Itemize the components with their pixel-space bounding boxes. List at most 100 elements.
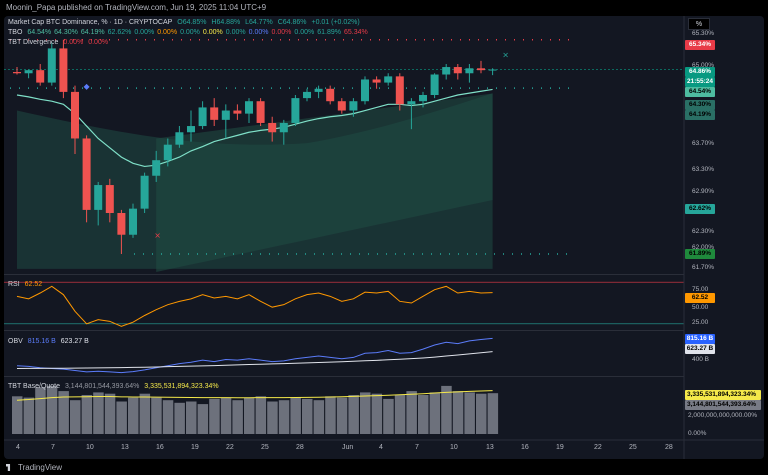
divergence-legend: TBT Divergence 0.00% 0.00% xyxy=(8,38,111,47)
tbo-value-11: 0.00% xyxy=(294,29,315,36)
base-volume-bar xyxy=(429,392,441,434)
obv-ma-line xyxy=(16,351,493,369)
base-volume-bar xyxy=(371,393,383,434)
date-tick: Jun xyxy=(342,444,354,451)
base-volume-bar xyxy=(383,398,394,434)
publisher-line: Moonin_Papa published on TradingView.com… xyxy=(0,0,768,16)
candle-body xyxy=(395,76,404,105)
candle-body xyxy=(442,67,451,75)
candle-body xyxy=(465,68,474,74)
base-volume-bar xyxy=(267,401,278,434)
price-badge: 62.62% xyxy=(685,204,715,214)
candle-body xyxy=(59,48,68,92)
price-badge: 64.86% xyxy=(685,67,715,77)
base-volume-bar xyxy=(360,392,371,434)
candle-body xyxy=(372,79,381,83)
base-volume-bar xyxy=(151,397,162,434)
date-tick: 16 xyxy=(156,444,164,451)
date-tick: 7 xyxy=(415,444,419,451)
rsi-tick: 50.00 xyxy=(692,304,709,311)
date-tick: 10 xyxy=(86,444,94,451)
candle-body xyxy=(175,132,184,145)
price-tick: 65.00% xyxy=(692,62,715,69)
buy-signal-icon: × xyxy=(502,51,509,60)
rsi-name[interactable]: RSI xyxy=(8,281,20,288)
base-volume-bar xyxy=(406,391,417,434)
base-volume-bar xyxy=(313,400,325,434)
candle-body xyxy=(419,95,427,102)
footer-brand: TradingView xyxy=(18,463,63,472)
base-volume-bar xyxy=(394,395,406,434)
base-volume-bar xyxy=(348,395,359,434)
tbo-value-0: 64.54% xyxy=(27,29,52,36)
main-legend: Market Cap BTC Dominance, % · 1D · CRYPT… xyxy=(8,18,363,27)
date-tick: 10 xyxy=(450,444,458,451)
candle-body xyxy=(187,126,195,133)
tbo-name[interactable]: TBO xyxy=(8,29,23,36)
base-volume-bar xyxy=(441,385,452,434)
base-volume-bar xyxy=(418,395,429,434)
base-tick: 2,000,000,000,000.00% xyxy=(688,412,758,419)
low-value: L64.77% xyxy=(245,19,273,26)
date-tick: 28 xyxy=(665,444,673,451)
candle-body xyxy=(13,72,21,74)
high-value: H64.88% xyxy=(211,19,241,26)
date-tick: 25 xyxy=(261,444,269,451)
tbo-value-8: 0.00% xyxy=(225,29,246,36)
tbo-value-4: 0.00% xyxy=(134,29,155,36)
symbol-title[interactable]: Market Cap BTC Dominance, % · 1D · CRYPT… xyxy=(8,19,173,26)
sell-signal-icon: × xyxy=(154,231,161,240)
candle-body xyxy=(221,110,230,120)
chart-canvas[interactable]: ×× xyxy=(4,16,764,459)
candle-body xyxy=(430,74,439,95)
base-volume-bar xyxy=(12,396,23,434)
price-tick: 62.90% xyxy=(692,188,715,195)
base-volume-bar xyxy=(452,391,464,434)
candle-body xyxy=(210,107,219,120)
tbo-value-7: 0.00% xyxy=(202,29,223,36)
candle-body xyxy=(361,79,369,102)
price-tick: 62.30% xyxy=(692,228,715,235)
base-legend: TBT Base/Quote 3,144,801,544,393.64% 3,3… xyxy=(8,382,222,391)
rsi-line xyxy=(16,285,493,327)
candle-body xyxy=(24,70,33,74)
candle-body xyxy=(384,76,393,83)
obv-badge: 623.27 B xyxy=(685,344,715,354)
base-separator[interactable] xyxy=(4,376,684,377)
base-name[interactable]: TBT Base/Quote xyxy=(8,383,61,390)
candle-body xyxy=(245,101,253,114)
price-scale-unit[interactable]: % xyxy=(688,18,710,30)
base-volume-bar xyxy=(278,400,290,434)
base-badge: 3,335,531,894,323.34% xyxy=(685,390,761,400)
candle-body xyxy=(453,67,462,74)
obv-separator[interactable] xyxy=(4,330,684,331)
candle-body xyxy=(129,208,137,235)
divergence-value-2: 0.00% xyxy=(88,39,109,46)
obv-name[interactable]: OBV xyxy=(8,338,23,345)
rsi-tick: 75.00 xyxy=(692,286,709,293)
divergence-marker-icon xyxy=(83,83,90,90)
divergence-name[interactable]: TBT Divergence xyxy=(8,39,59,46)
rsi-separator[interactable] xyxy=(4,274,684,275)
date-tick: 22 xyxy=(226,444,234,451)
candle-body xyxy=(268,122,277,133)
chart-frame[interactable]: × × Market Cap BTC Dominance, % · 1D · CR… xyxy=(4,16,764,459)
candle-body xyxy=(140,175,149,209)
candle-body xyxy=(477,68,485,71)
candle-body xyxy=(152,160,161,176)
candle-body xyxy=(337,101,346,111)
base-volume-bar xyxy=(58,391,69,434)
base-volume-bar xyxy=(209,398,220,434)
base-volume-bar xyxy=(325,396,336,434)
base-volume-bar xyxy=(255,396,267,434)
date-tick: 22 xyxy=(594,444,602,451)
price-badge: 61.89% xyxy=(685,249,715,259)
candle-body xyxy=(326,88,335,102)
date-tick: 25 xyxy=(629,444,637,451)
obv-tick: 400 B xyxy=(692,356,709,363)
base-ma-line xyxy=(16,390,493,401)
base-volume-bar xyxy=(302,398,313,434)
base-volume-bar xyxy=(464,392,475,434)
base-volume-bar xyxy=(70,400,81,434)
tbo-value-3: 62.62% xyxy=(107,29,132,36)
